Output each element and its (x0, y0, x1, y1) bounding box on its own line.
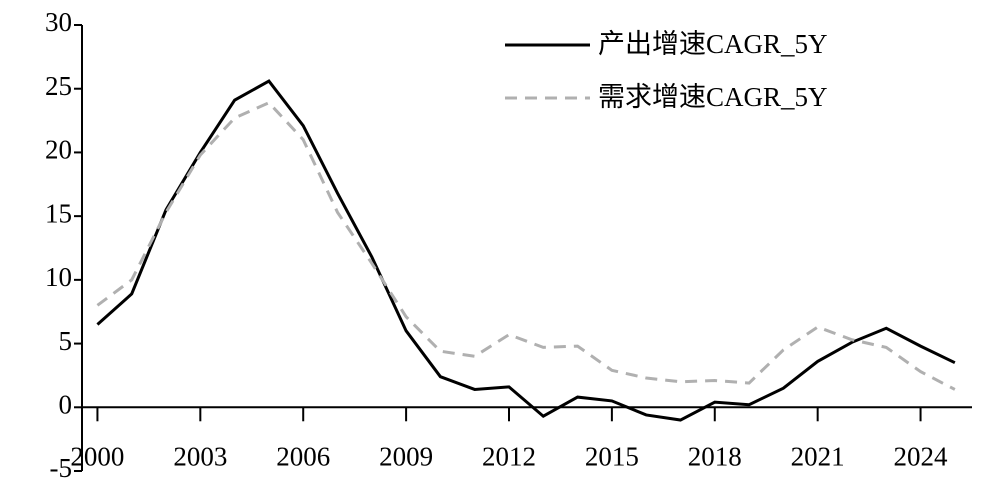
x-tick-label: 2021 (791, 441, 845, 471)
legend-label: 需求增速CAGR_5Y (598, 82, 828, 112)
x-tick-label: 2003 (173, 441, 227, 471)
x-tick-label: 2000 (70, 441, 124, 471)
x-tick-label: 2015 (585, 441, 639, 471)
x-tick-label: 2006 (276, 441, 330, 471)
series-line (96, 79, 956, 422)
x-tick-label: 2018 (688, 441, 742, 471)
series-line (96, 100, 956, 391)
x-tick-label: 2024 (894, 441, 949, 471)
x-tick-label: 2009 (379, 441, 433, 471)
legend-label: 产出增速CAGR_5Y (598, 29, 828, 59)
y-tick-label: 30 (45, 7, 72, 37)
y-tick-label: 10 (45, 262, 72, 292)
y-tick-label: 5 (59, 326, 73, 356)
y-tick-label: 20 (45, 135, 72, 165)
y-tick-label: 25 (45, 71, 72, 101)
x-tick-label: 2012 (482, 441, 536, 471)
y-tick-label: 15 (45, 198, 72, 228)
y-tick-label: -5 (50, 453, 73, 483)
y-tick-label: 0 (59, 389, 73, 419)
